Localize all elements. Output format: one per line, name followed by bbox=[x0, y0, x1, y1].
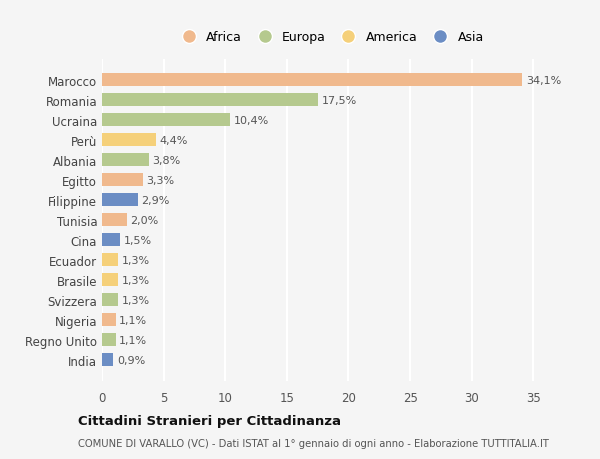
Bar bbox=[102, 234, 121, 247]
Text: 1,5%: 1,5% bbox=[124, 235, 152, 245]
Text: Cittadini Stranieri per Cittadinanza: Cittadini Stranieri per Cittadinanza bbox=[78, 414, 341, 428]
Bar bbox=[102, 353, 113, 366]
Bar bbox=[102, 154, 149, 167]
Text: 2,9%: 2,9% bbox=[142, 196, 170, 205]
Bar bbox=[102, 114, 230, 127]
Text: 0,9%: 0,9% bbox=[117, 355, 145, 365]
Bar bbox=[102, 254, 118, 267]
Text: 4,4%: 4,4% bbox=[160, 135, 188, 146]
Text: 1,3%: 1,3% bbox=[122, 255, 150, 265]
Text: COMUNE DI VARALLO (VC) - Dati ISTAT al 1° gennaio di ogni anno - Elaborazione TU: COMUNE DI VARALLO (VC) - Dati ISTAT al 1… bbox=[78, 438, 549, 448]
Text: 1,1%: 1,1% bbox=[119, 315, 148, 325]
Bar bbox=[102, 174, 143, 187]
Text: 17,5%: 17,5% bbox=[322, 96, 356, 106]
Text: 34,1%: 34,1% bbox=[526, 76, 561, 86]
Bar bbox=[102, 334, 116, 347]
Text: 10,4%: 10,4% bbox=[234, 116, 269, 126]
Bar bbox=[102, 134, 156, 147]
Bar bbox=[102, 313, 116, 326]
Bar bbox=[102, 94, 317, 107]
Bar bbox=[102, 194, 138, 207]
Text: 1,3%: 1,3% bbox=[122, 295, 150, 305]
Bar bbox=[102, 74, 522, 87]
Legend: Africa, Europa, America, Asia: Africa, Europa, America, Asia bbox=[172, 28, 488, 48]
Bar bbox=[102, 274, 118, 286]
Text: 3,8%: 3,8% bbox=[152, 156, 181, 166]
Bar bbox=[102, 214, 127, 227]
Text: 3,3%: 3,3% bbox=[146, 175, 175, 185]
Text: 1,3%: 1,3% bbox=[122, 275, 150, 285]
Text: 2,0%: 2,0% bbox=[130, 215, 158, 225]
Bar bbox=[102, 294, 118, 307]
Text: 1,1%: 1,1% bbox=[119, 335, 148, 345]
